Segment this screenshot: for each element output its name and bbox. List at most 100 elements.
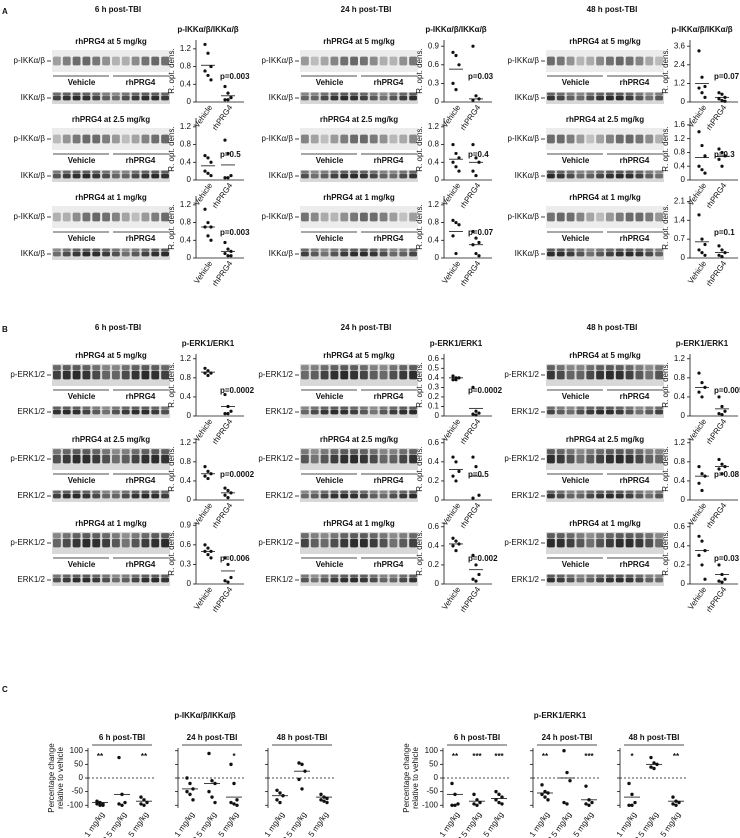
- data-point: [457, 169, 461, 173]
- blot-band: [399, 365, 408, 370]
- blot: [52, 206, 170, 228]
- blot-band: [82, 574, 91, 578]
- y-tick-label: 0: [187, 97, 192, 106]
- data-point: [223, 392, 227, 397]
- data-point: [546, 798, 550, 802]
- data-point: [562, 749, 566, 753]
- blot-band: [131, 212, 140, 222]
- blot-band: [586, 538, 595, 548]
- blot-band: [615, 490, 624, 494]
- blot-band: [82, 170, 91, 174]
- data-point: [649, 755, 653, 760]
- blot-band: [131, 365, 140, 370]
- group-label: rhPRG4: [620, 234, 650, 243]
- blot-band: [161, 538, 169, 548]
- blot-band: [586, 170, 595, 174]
- blot-band: [340, 365, 349, 370]
- data-point: [457, 63, 461, 67]
- category-label: rhPRG4: [704, 103, 728, 132]
- blot-band: [606, 212, 614, 222]
- blot-band: [576, 212, 585, 222]
- blot-band: [112, 365, 120, 370]
- data-point: [451, 455, 455, 459]
- data-point: [471, 412, 475, 416]
- data-point: [475, 803, 479, 807]
- blot-band: [360, 574, 368, 578]
- blot-band: [62, 56, 71, 66]
- blot-label: ERK1/2: [17, 575, 45, 584]
- y-tick-label: 50: [74, 759, 83, 768]
- blot-band: [655, 490, 663, 494]
- category-label: 5 mg/kg: [482, 810, 506, 838]
- blot-band: [330, 449, 339, 454]
- blot-band: [596, 409, 604, 415]
- blot-label: IKKα/β: [21, 171, 46, 180]
- blot-band: [409, 454, 417, 464]
- blot-band: [141, 251, 150, 257]
- blot-band: [556, 370, 565, 380]
- data-point: [700, 251, 704, 255]
- data-point: [203, 42, 207, 47]
- data-point: [451, 378, 455, 382]
- blot-band: [310, 493, 319, 499]
- blot-band: [151, 574, 160, 578]
- y-axis-label: R. opt. dens.: [167, 446, 176, 491]
- data-point: [700, 395, 704, 399]
- data-point: [703, 84, 707, 89]
- p-value: p=0.5: [220, 150, 241, 159]
- data-point: [474, 579, 478, 583]
- data-point: [275, 788, 279, 792]
- y-axis-label: R. opt. dens.: [661, 362, 670, 407]
- group-label: Vehicle: [316, 156, 344, 165]
- blot-band: [161, 493, 169, 499]
- group-label: Vehicle: [68, 476, 96, 485]
- blot-band: [566, 92, 575, 96]
- data-point: [627, 781, 631, 786]
- blot-band: [310, 95, 319, 101]
- p-value: p=0.5: [468, 470, 489, 479]
- blot-band: [53, 409, 61, 415]
- blot-band: [301, 134, 309, 144]
- blot-band: [112, 533, 120, 538]
- blot-band: [547, 409, 555, 415]
- blot-band: [586, 365, 595, 370]
- blot-band: [655, 493, 663, 499]
- blot-band: [369, 56, 378, 66]
- blot-band: [320, 170, 329, 174]
- blot: [546, 574, 664, 586]
- blot-band: [301, 409, 309, 415]
- group-label: Vehicle: [68, 156, 96, 165]
- blot-band: [310, 365, 319, 370]
- blot-band: [301, 577, 309, 583]
- category-label: 1 mg/kg: [615, 810, 639, 838]
- blot-band: [72, 134, 81, 144]
- blot-band: [330, 538, 339, 548]
- blot-label: p-ERK1/2: [258, 370, 293, 379]
- subplot-title: 24 h post-TBI: [187, 733, 238, 742]
- blot-band: [161, 406, 169, 410]
- blot: [546, 128, 664, 150]
- group-label: rhPRG4: [374, 392, 404, 401]
- p-value: p=0.006: [220, 554, 250, 563]
- data-point: [697, 481, 701, 485]
- blot-band: [310, 454, 319, 464]
- y-tick-label: 0.4: [674, 476, 686, 485]
- blot-band: [102, 574, 110, 578]
- data-point: [229, 95, 233, 100]
- blot-band: [635, 490, 644, 494]
- y-tick-label: 0.4: [180, 392, 192, 401]
- blot-band: [301, 574, 309, 578]
- blot-band: [72, 212, 81, 222]
- data-point: [206, 220, 210, 225]
- blot: [52, 50, 170, 72]
- blot-band: [301, 365, 309, 370]
- blot-band: [615, 449, 624, 454]
- blot-band: [556, 577, 565, 583]
- blot-band: [330, 493, 339, 499]
- blot-band: [566, 493, 575, 499]
- y-axis-label: R. opt. dens.: [661, 530, 670, 575]
- data-point: [207, 751, 211, 756]
- blot-band: [301, 493, 309, 499]
- blot-band: [556, 173, 565, 179]
- blot-label: p-ERK1/2: [10, 454, 45, 463]
